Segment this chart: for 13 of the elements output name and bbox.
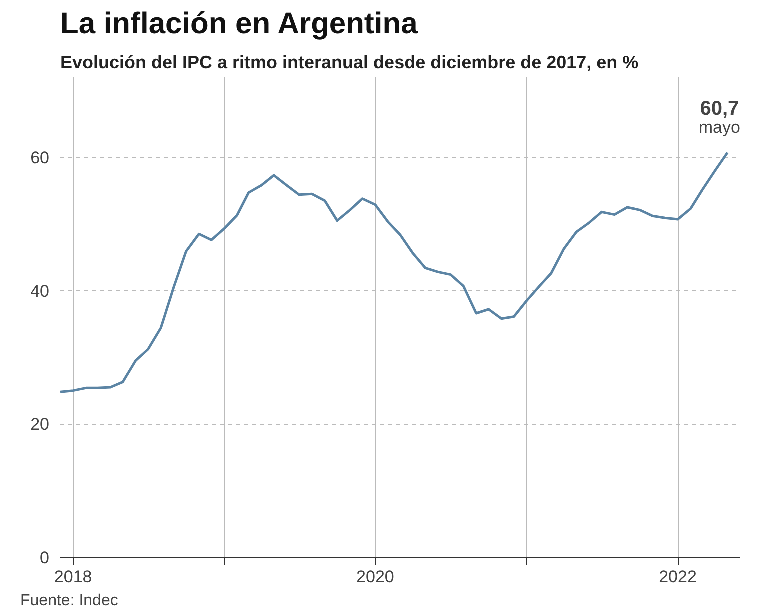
x-tick-label: 2022 xyxy=(659,568,697,586)
annotation: 60,7 xyxy=(700,98,740,120)
y-tick-label: 0 xyxy=(40,548,50,568)
x-tick-label: 2020 xyxy=(356,568,394,586)
annotation: mayo xyxy=(698,118,740,137)
source-note: Fuente: Indec xyxy=(20,592,118,610)
chart-title: La inflación en Argentina xyxy=(60,8,418,40)
y-tick-label: 60 xyxy=(30,148,50,168)
chart-subtitle: Evolución del IPC a ritmo interanual desde diciembre de 2017, en % xyxy=(60,52,639,72)
line-series xyxy=(60,152,729,394)
x-tick-label: 2018 xyxy=(54,568,92,586)
y-tick-label: 20 xyxy=(30,415,50,434)
y-tick-label: 40 xyxy=(30,282,50,301)
